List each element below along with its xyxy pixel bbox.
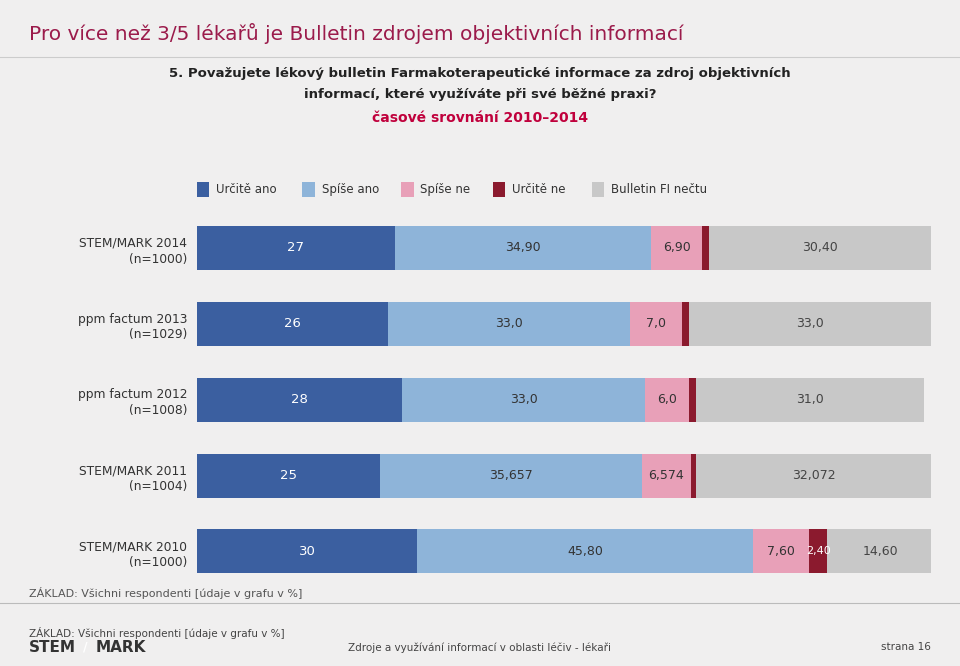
Text: 33,0: 33,0: [510, 393, 538, 406]
Text: 45,80: 45,80: [567, 545, 603, 558]
Text: Zdroje a využívání informací v oblasti léčiv - lékaři: Zdroje a využívání informací v oblasti l…: [348, 642, 612, 653]
Text: Pro více než 3/5 lékařů je Bulletin zdrojem objektivních informací: Pro více než 3/5 lékařů je Bulletin zdro…: [29, 23, 684, 45]
Text: Určitě ano: Určitě ano: [216, 183, 276, 196]
Text: 5. Považujete lékový bulletin Farmakoterapeutické informace za zdroj objektivníc: 5. Považujete lékový bulletin Farmakoter…: [169, 67, 791, 80]
Text: Spíše ano: Spíše ano: [322, 183, 379, 196]
Bar: [696, 378, 924, 422]
Text: 14,60: 14,60: [863, 545, 899, 558]
Text: 30,40: 30,40: [803, 241, 838, 254]
Text: 32,072: 32,072: [792, 469, 835, 482]
Text: 30: 30: [299, 545, 316, 558]
Text: 6,90: 6,90: [662, 241, 690, 254]
Text: (n=1000): (n=1000): [129, 252, 187, 266]
Bar: [642, 454, 690, 498]
Bar: [689, 302, 931, 346]
Bar: [645, 378, 689, 422]
Bar: [388, 302, 630, 346]
Bar: [402, 378, 645, 422]
Text: STEM/MARK 2011: STEM/MARK 2011: [79, 464, 187, 478]
Text: (n=1004): (n=1004): [129, 480, 187, 494]
Text: 33,0: 33,0: [495, 317, 523, 330]
Text: 34,90: 34,90: [505, 241, 541, 254]
Bar: [380, 454, 642, 498]
Text: ZÁKLAD: Všichni respondenti [údaje v grafu v %]: ZÁKLAD: Všichni respondenti [údaje v gra…: [29, 587, 302, 599]
Text: STEM: STEM: [29, 640, 76, 655]
Bar: [690, 454, 696, 498]
Bar: [809, 529, 827, 573]
Bar: [417, 529, 754, 573]
Text: informací, které využíváte při své běžné praxi?: informací, které využíváte při své běžné…: [303, 88, 657, 101]
Text: strana 16: strana 16: [881, 642, 931, 653]
Text: Spíše ne: Spíše ne: [420, 183, 470, 196]
Bar: [197, 529, 417, 573]
Text: MARK: MARK: [96, 640, 146, 655]
Bar: [827, 529, 934, 573]
Bar: [652, 226, 702, 270]
Bar: [197, 302, 388, 346]
Text: časové srovnání 2010–2014: časové srovnání 2010–2014: [372, 111, 588, 125]
Text: 33,0: 33,0: [796, 317, 824, 330]
Bar: [197, 378, 402, 422]
Text: 7,0: 7,0: [646, 317, 666, 330]
Text: 6,574: 6,574: [649, 469, 684, 482]
Text: 25: 25: [280, 469, 297, 482]
Text: 2,40: 2,40: [805, 546, 830, 557]
Bar: [708, 226, 932, 270]
Text: ppm factum 2013: ppm factum 2013: [78, 312, 187, 326]
Bar: [754, 529, 809, 573]
Bar: [702, 226, 708, 270]
Text: Bulletin FI nečtu: Bulletin FI nečtu: [611, 183, 707, 196]
Text: 27: 27: [287, 241, 304, 254]
Text: ZÁKLAD: Všichni respondenti [údaje v grafu v %]: ZÁKLAD: Všichni respondenti [údaje v gra…: [29, 627, 284, 639]
Text: (n=1008): (n=1008): [129, 404, 187, 418]
Text: 28: 28: [291, 393, 308, 406]
Bar: [197, 454, 380, 498]
Bar: [682, 302, 689, 346]
Bar: [630, 302, 682, 346]
Text: ppm factum 2012: ppm factum 2012: [78, 388, 187, 402]
Text: Určitě ne: Určitě ne: [512, 183, 565, 196]
Text: 6,0: 6,0: [657, 393, 677, 406]
Text: STEM/MARK 2014: STEM/MARK 2014: [79, 236, 187, 250]
Text: /: /: [84, 641, 87, 654]
Text: (n=1000): (n=1000): [129, 556, 187, 569]
Bar: [197, 226, 396, 270]
Text: STEM/MARK 2010: STEM/MARK 2010: [79, 540, 187, 553]
Bar: [396, 226, 652, 270]
Text: 7,60: 7,60: [767, 545, 795, 558]
Text: 35,657: 35,657: [490, 469, 533, 482]
Text: 31,0: 31,0: [796, 393, 824, 406]
Text: 26: 26: [284, 317, 300, 330]
Text: (n=1029): (n=1029): [129, 328, 187, 342]
Bar: [689, 378, 696, 422]
Bar: [696, 454, 931, 498]
